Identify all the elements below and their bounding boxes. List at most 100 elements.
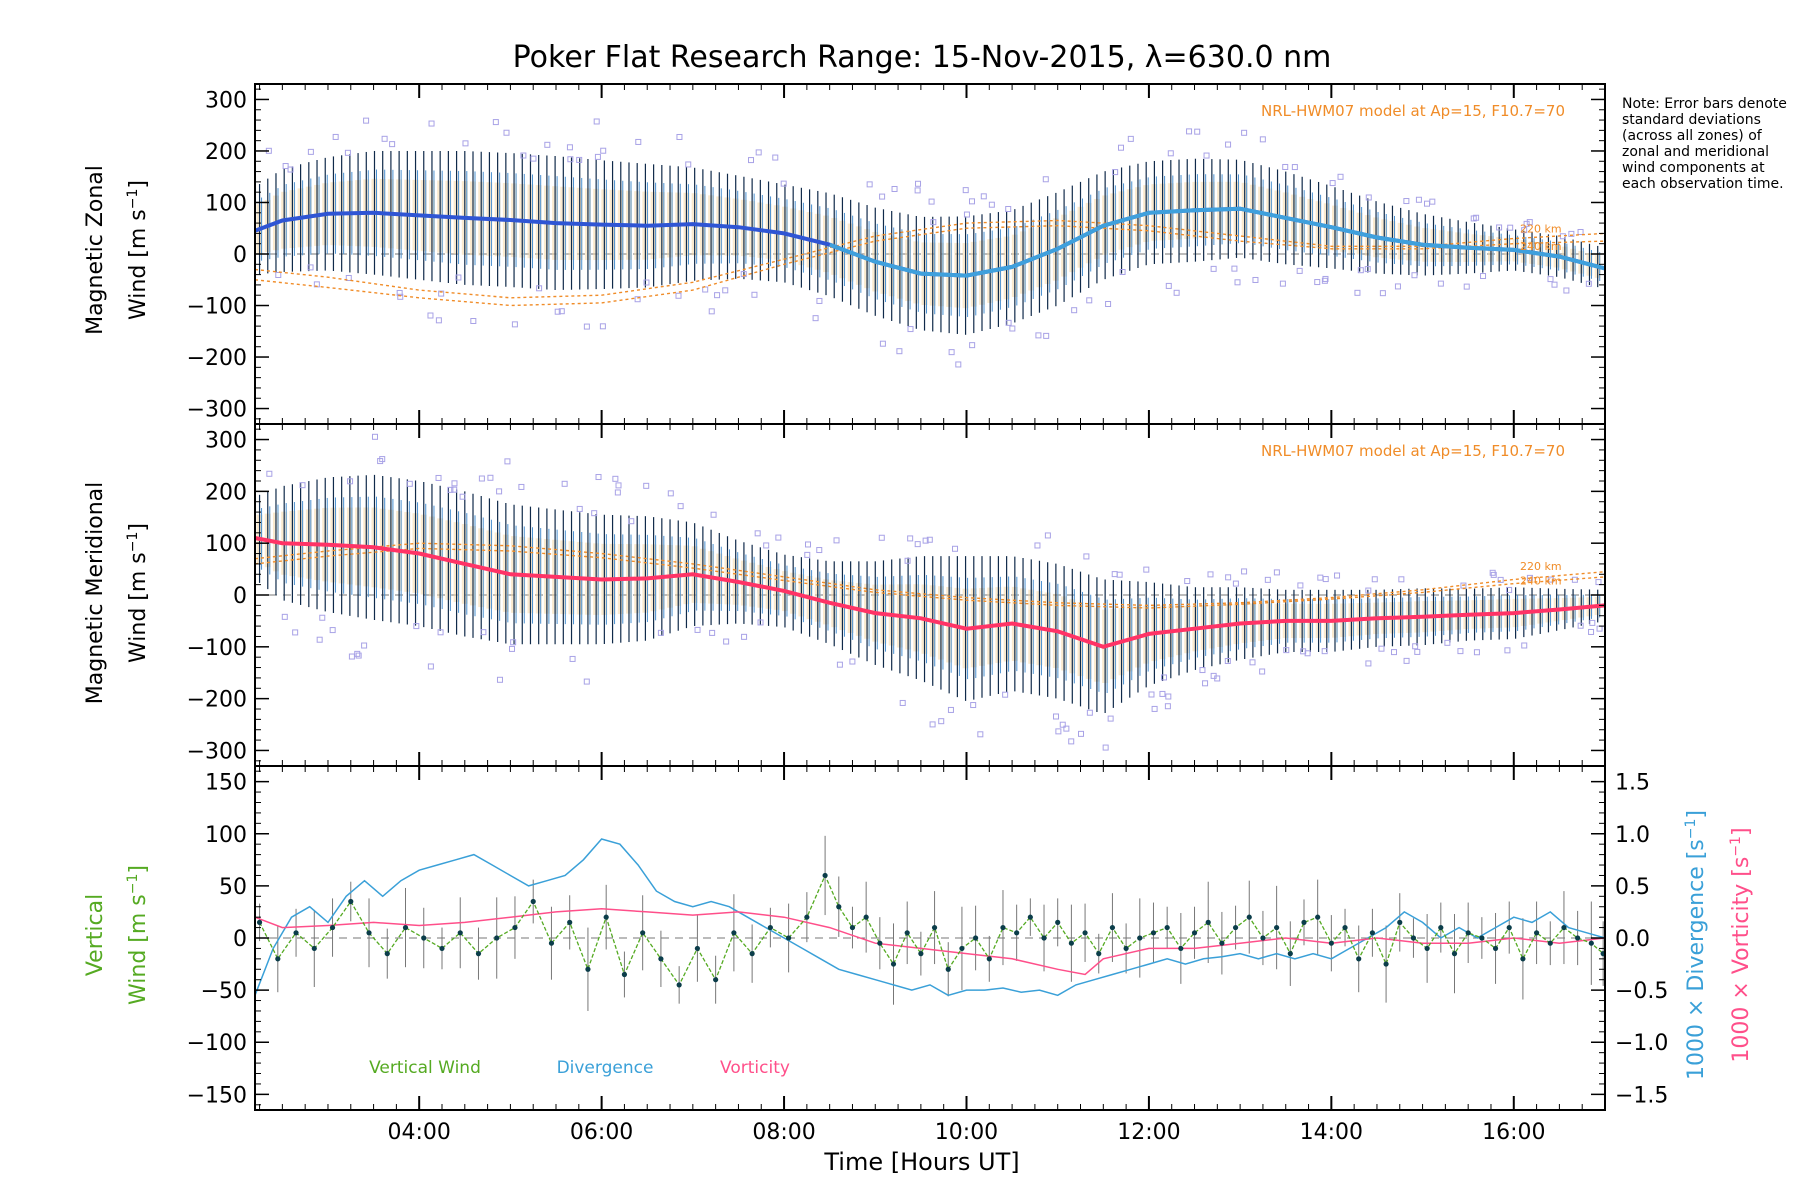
scatter-point — [462, 140, 469, 147]
scatter-point — [459, 493, 466, 500]
vertical-wind-point — [1178, 945, 1184, 952]
scatter-points — [266, 433, 1603, 751]
vertical-wind-point — [694, 945, 700, 952]
scatter-point — [866, 181, 873, 188]
scatter-point — [1463, 283, 1470, 290]
scatter-point — [1379, 290, 1386, 297]
vertical-wind-point — [348, 898, 354, 905]
scatter-point — [891, 185, 898, 192]
vertical-wind-point — [1274, 924, 1280, 931]
scatter-point — [836, 661, 843, 668]
scatter-point — [922, 537, 929, 544]
meridional-ylabel-line1: Magnetic Meridional — [83, 482, 108, 704]
scatter-point — [947, 706, 954, 713]
vertical-ylabel-line1: Vertical — [83, 894, 108, 976]
scatter-point — [518, 483, 525, 490]
scatter-point — [1589, 619, 1596, 626]
scatter-point — [1412, 643, 1419, 650]
y2-tick-label: 0.5 — [1615, 875, 1650, 900]
scatter-point — [1165, 282, 1172, 289]
scatter-point — [1523, 220, 1530, 227]
y-tick-label: 0 — [233, 927, 247, 952]
scatter-point — [1224, 657, 1231, 664]
vertical-wind-point — [931, 924, 938, 931]
zonal-ylabel-line1: Magnetic Zonal — [83, 165, 108, 335]
scatter-point — [348, 653, 355, 660]
scatter-point — [1148, 691, 1155, 698]
scatter-point — [694, 626, 701, 633]
y-tick-label: 150 — [205, 771, 247, 796]
y-tick-label: −200 — [187, 346, 247, 371]
model-curve-1 — [254, 219, 1606, 299]
scatter-point — [1364, 266, 1371, 273]
scatter-point — [926, 536, 933, 543]
scatter-point — [1044, 532, 1051, 539]
scatter-point — [1055, 728, 1062, 735]
scatter-point — [1232, 580, 1239, 587]
scatter-point — [1470, 215, 1477, 222]
meridional-ylabel-line2-text: Wind [m s — [126, 552, 151, 663]
legend-vertical-wind: Vertical Wind — [369, 1058, 481, 1078]
vertical-wind-point — [1383, 961, 1389, 967]
meridional-panel: NRL-HWM07 model at Ap=15, F10.7=70 220 km… — [187, 423, 1606, 767]
scatter-point — [558, 308, 565, 315]
scatter-point — [266, 470, 273, 477]
x-tick-label: 06:00 — [570, 1120, 633, 1145]
y-tick-label: 200 — [205, 140, 247, 165]
scatter-point — [1314, 279, 1321, 286]
scatter-point — [804, 551, 811, 558]
scatter-point — [281, 613, 288, 620]
vorticity-ylabel: 1000 × Vorticity [s−1] — [1728, 827, 1754, 1062]
altitude-label-240: 240 km — [1520, 240, 1562, 253]
zonal-ylabel-line2-text: Wind [m s — [126, 209, 151, 320]
scatter-point — [1005, 319, 1012, 326]
scatter-point — [1068, 738, 1075, 745]
x-axis-label: Time [Hours UT] — [823, 1148, 1019, 1176]
vertical-wind-point — [439, 945, 445, 952]
scatter-point — [510, 639, 517, 646]
scatter-point — [1547, 276, 1554, 283]
scatter-point — [355, 652, 362, 659]
model-curves — [254, 219, 1606, 307]
scatter-point — [812, 315, 819, 322]
scatter-point — [938, 718, 945, 725]
scatter-point — [816, 547, 823, 554]
scatter-point — [345, 274, 352, 281]
vertical-wind-point — [1123, 945, 1129, 952]
scatter-point — [478, 475, 485, 482]
scatter-point — [595, 474, 602, 481]
y2-tick-label: −0.5 — [1615, 979, 1668, 1004]
scatter-point — [1273, 569, 1280, 576]
vertical-wind-point — [918, 951, 924, 957]
y-tick-label: 300 — [205, 429, 247, 454]
x-tick-label: 08:00 — [752, 1120, 815, 1145]
y2-tick-label: −1.0 — [1615, 1031, 1668, 1056]
scatter-point — [1165, 693, 1172, 700]
vertical-wind-point — [1547, 940, 1553, 946]
scatter-point — [413, 623, 420, 630]
model-curves — [254, 542, 1606, 609]
scatter-point — [635, 138, 642, 145]
scatter-point — [667, 490, 674, 497]
y-tick-label: 100 — [205, 532, 247, 557]
scatter-point — [612, 475, 619, 482]
scatter-point — [1117, 144, 1124, 151]
vertical-wind-point — [1588, 940, 1594, 946]
vertical-wind-point — [877, 940, 883, 946]
vertical-wind-point — [384, 951, 390, 957]
vertical-wind-point — [804, 914, 810, 920]
scatter-point — [503, 129, 510, 136]
scatter-point — [899, 699, 906, 706]
scatter-point — [1034, 542, 1041, 549]
vorticity-line — [254, 908, 1606, 976]
scatter-point — [593, 118, 600, 125]
vertical-wind-point — [836, 904, 842, 910]
vertical-wind-point — [567, 919, 573, 925]
scatter-point — [969, 342, 976, 349]
scatter-point — [1411, 272, 1418, 279]
scatter-point — [1202, 680, 1209, 687]
scatter-point — [520, 152, 527, 159]
scatter-point — [952, 545, 959, 552]
scatter-point — [929, 721, 936, 728]
scatter-point — [1119, 269, 1126, 276]
